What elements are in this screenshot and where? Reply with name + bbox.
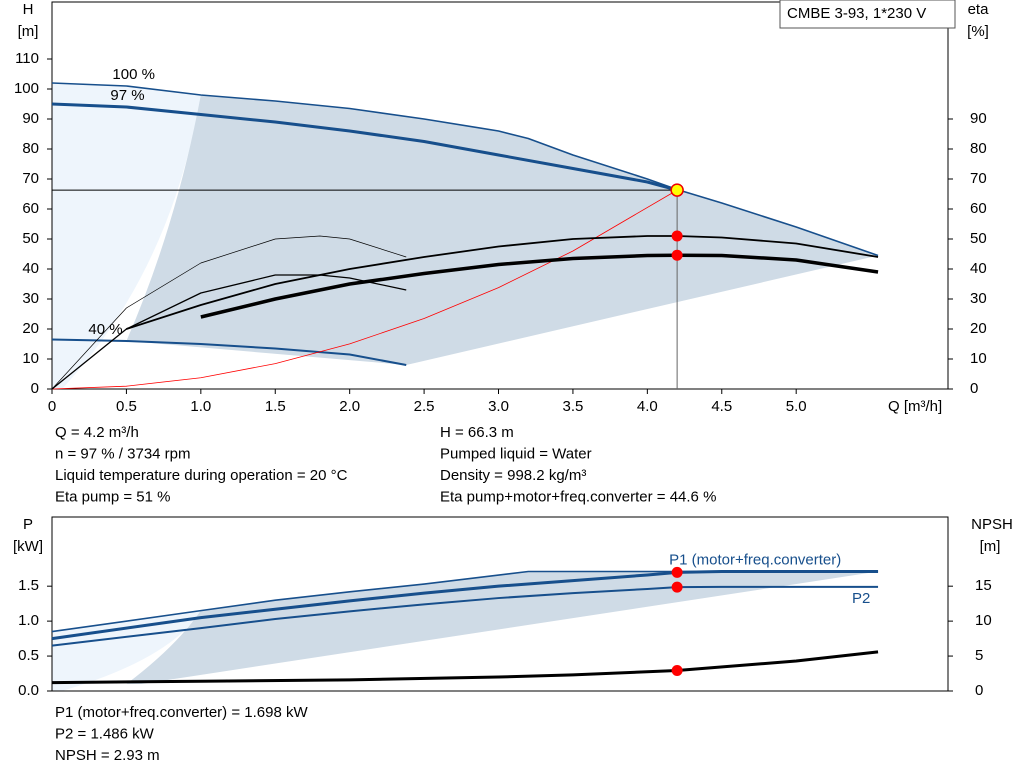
curve-label: 100 % <box>112 66 155 83</box>
x-tick-label: 4.5 <box>711 398 732 415</box>
light-region <box>52 83 201 389</box>
y-tick-label: 0 <box>31 380 39 397</box>
curve <box>51 189 678 390</box>
y2-axis-unit: [%] <box>967 23 989 40</box>
info-text: P1 (motor+freq.converter) = 1.698 kW <box>55 704 308 721</box>
info-text: n = 97 % / 3734 rpm <box>55 445 191 462</box>
curve <box>51 82 879 257</box>
x-tick-label: 0 <box>48 398 56 415</box>
curve <box>51 585 879 647</box>
x-tick-label: 3.0 <box>488 398 509 415</box>
info-text: H = 66.3 m <box>440 424 514 441</box>
y2-axis-label: eta <box>968 1 990 18</box>
y2-axis-unit: [m] <box>980 538 1001 555</box>
info-text: P2 = 1.486 kW <box>55 725 155 742</box>
y-tick-label: 10 <box>22 350 39 367</box>
curve <box>51 274 407 390</box>
x-tick-label: 1.0 <box>190 398 211 415</box>
y-axis-unit: [kW] <box>13 538 43 555</box>
y-tick-label: 1.5 <box>18 577 39 594</box>
x-axis-label: Q [m³/h] <box>888 398 942 415</box>
y-tick-label: 90 <box>22 110 39 127</box>
duty-point <box>671 566 683 578</box>
y-axis-unit: [m] <box>18 23 39 40</box>
x-tick-label: 2.0 <box>339 398 360 415</box>
model-box <box>779 0 956 29</box>
curve-label: P1 (motor+freq.converter) <box>669 551 841 568</box>
y2-tick-label: 70 <box>970 170 987 187</box>
operating-region <box>126 571 879 685</box>
curve <box>51 338 407 366</box>
y2-tick-label: 40 <box>970 260 987 277</box>
plot-frame <box>51 1 949 390</box>
info-text: Density = 998.2 kg/m³ <box>440 467 586 484</box>
curve <box>51 102 678 192</box>
duty-point <box>671 249 683 261</box>
y2-tick-label: 60 <box>970 200 987 217</box>
duty-point <box>671 581 683 593</box>
info-text: Q = 4.2 m³/h <box>55 424 139 441</box>
y-axis-label: P <box>23 516 33 533</box>
x-tick-label: 1.5 <box>265 398 286 415</box>
x-tick-label: 0.5 <box>116 398 137 415</box>
y2-tick-label: 5 <box>975 647 983 664</box>
info-text: Liquid temperature during operation = 20… <box>55 467 348 484</box>
curve <box>51 570 879 641</box>
y2-tick-label: 50 <box>970 230 987 247</box>
info-text: NPSH = 2.93 m <box>55 747 160 764</box>
curve <box>126 235 879 330</box>
curve <box>51 235 407 390</box>
curve-label: P2 <box>852 590 870 607</box>
x-tick-label: 2.5 <box>414 398 435 415</box>
x-tick-label: 5.0 <box>786 398 807 415</box>
curve <box>51 570 879 633</box>
operating-region <box>126 95 879 365</box>
y-tick-label: 50 <box>22 230 39 247</box>
y2-tick-label: 80 <box>970 140 987 157</box>
x-tick-label: 3.5 <box>563 398 584 415</box>
model-title: CMBE 3-93, 1*230 V <box>787 5 926 22</box>
y-tick-label: 0.5 <box>18 647 39 664</box>
y-axis-label: H <box>23 1 34 18</box>
duty-point <box>670 183 684 197</box>
y2-tick-label: 0 <box>975 682 983 699</box>
curve <box>200 253 879 319</box>
y-tick-label: 0.0 <box>18 682 39 699</box>
y2-tick-label: 15 <box>975 577 992 594</box>
x-tick-label: 4.0 <box>637 398 658 415</box>
light-region <box>52 610 201 691</box>
duty-point <box>671 665 683 677</box>
y-tick-label: 80 <box>22 140 39 157</box>
y-tick-label: 30 <box>22 290 39 307</box>
info-text: Eta pump = 51 % <box>55 488 171 505</box>
y-tick-label: 40 <box>22 260 39 277</box>
duty-point <box>671 230 683 242</box>
y-tick-label: 20 <box>22 320 39 337</box>
y2-tick-label: 10 <box>970 350 987 367</box>
curve <box>51 650 879 685</box>
plot-frame <box>51 516 949 692</box>
y-tick-label: 60 <box>22 200 39 217</box>
y2-tick-label: 20 <box>970 320 987 337</box>
y-tick-label: 1.0 <box>18 612 39 629</box>
curve-label: 97 % <box>110 87 144 104</box>
y-tick-label: 100 <box>14 80 39 97</box>
y-tick-label: 70 <box>22 170 39 187</box>
curve-label: 40 % <box>88 321 122 338</box>
y2-tick-label: 90 <box>970 110 987 127</box>
y2-tick-label: 0 <box>970 380 978 397</box>
y2-axis-label: NPSH <box>971 516 1013 533</box>
y2-tick-label: 10 <box>975 612 992 629</box>
y-tick-label: 110 <box>15 50 39 67</box>
y2-tick-label: 30 <box>970 290 987 307</box>
info-text: Eta pump+motor+freq.converter = 44.6 % <box>440 488 716 505</box>
info-text: Pumped liquid = Water <box>440 445 592 462</box>
